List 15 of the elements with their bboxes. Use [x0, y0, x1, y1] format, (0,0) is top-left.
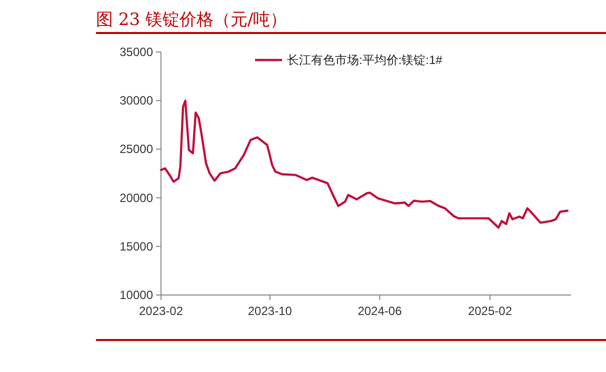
- y-tick-label: 15000: [120, 239, 154, 254]
- legend: 长江有色市场:平均价:镁锭:1#: [255, 53, 442, 67]
- y-tick-label: 20000: [120, 190, 154, 205]
- x-tick-label: 2023-02: [138, 304, 184, 318]
- y-tick-label: 30000: [120, 94, 154, 108]
- y-tick-label: 10000: [120, 288, 154, 302]
- x-tick-label: 2023-10: [248, 304, 292, 318]
- x-tick-label: 2024-06: [358, 304, 402, 318]
- title: 图 23 镁锭价格（元/吨）: [96, 10, 606, 34]
- y-tick-label: 35000: [120, 45, 154, 59]
- x-tick-label: 2025-02: [468, 304, 512, 318]
- y-tick-label: 25000: [120, 142, 154, 156]
- legend-label: 长江有色市场:平均价:镁锭:1#: [287, 53, 443, 67]
- line-series: [160, 100, 568, 229]
- chart-title: 图 23 镁锭价格（元/吨）: [96, 10, 288, 30]
